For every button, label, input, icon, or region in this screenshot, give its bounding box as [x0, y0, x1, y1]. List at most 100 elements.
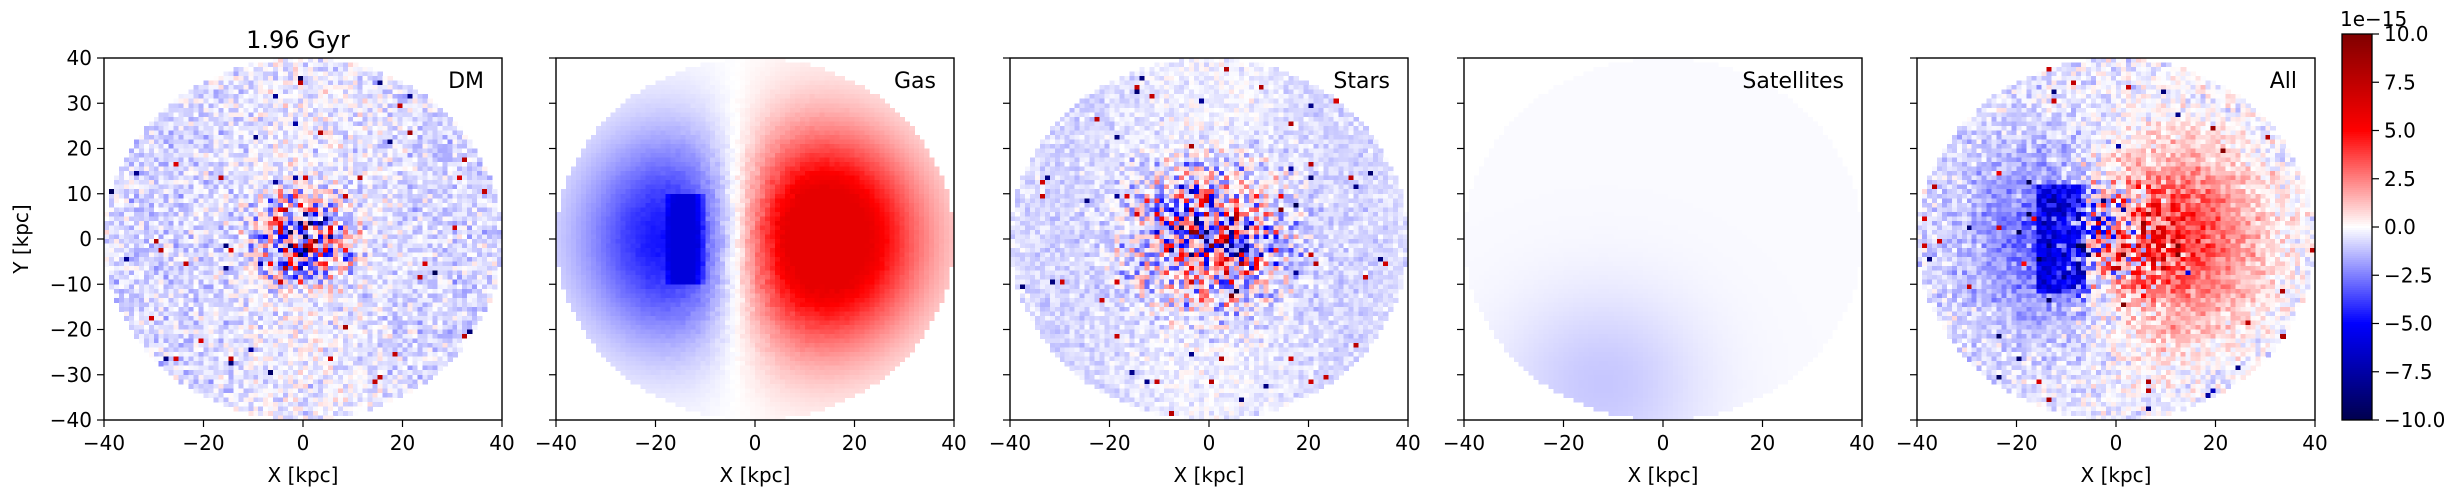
- heatmap-cell: [218, 311, 224, 317]
- heatmap-cell: [317, 229, 324, 236]
- heatmap-cell: [153, 248, 160, 254]
- heatmap-cell: [372, 401, 379, 408]
- heatmap-cell: [298, 67, 304, 73]
- heatmap-cell: [367, 311, 374, 317]
- heatmap-cell: [238, 406, 244, 412]
- heatmap-cell: [298, 356, 304, 362]
- heatmap-cell: [352, 324, 359, 331]
- heatmap-cell: [163, 225, 170, 231]
- heatmap-cell: [198, 365, 205, 371]
- heatmap-cell: [198, 198, 205, 204]
- heatmap-cell: [337, 166, 344, 172]
- heatmap-cell: [337, 329, 344, 335]
- heatmap-cell: [482, 207, 488, 213]
- heatmap-cell: [188, 171, 195, 177]
- heatmap-cell: [283, 279, 289, 285]
- heatmap-cell: [362, 320, 369, 326]
- heatmap-cell: [148, 134, 155, 141]
- heatmap-cell: [208, 383, 215, 389]
- heatmap-cell: [367, 67, 374, 73]
- heatmap-cell: [178, 143, 185, 150]
- heatmap-cell: [133, 229, 140, 236]
- heatmap-cell: [273, 293, 279, 299]
- heatmap-cell: [367, 239, 374, 245]
- heatmap-cell: [407, 175, 414, 181]
- heatmap-cell: [412, 243, 419, 249]
- heatmap-cell: [347, 211, 354, 217]
- heatmap-cell: [402, 103, 409, 109]
- heatmap-cell: [392, 257, 399, 263]
- heatmap-cell: [203, 293, 210, 299]
- heatmap-cell: [382, 112, 389, 118]
- heatmap-cell: [447, 184, 453, 190]
- heatmap-cell: [113, 198, 120, 204]
- heatmap-cell: [337, 266, 344, 272]
- heatmap-cell: [397, 134, 404, 141]
- heatmap-cell: [347, 243, 354, 249]
- heatmap-cell: [148, 329, 155, 335]
- heatmap-cell: [268, 121, 274, 127]
- heatmap-cell: [178, 107, 185, 113]
- heatmap-cell: [198, 85, 205, 91]
- heatmap-cell: [193, 383, 200, 389]
- heatmap-cell: [477, 234, 483, 240]
- heatmap-cell: [357, 334, 364, 340]
- heatmap-cell: [188, 103, 195, 109]
- heatmap-cell: [387, 89, 394, 95]
- heatmap-cell: [218, 125, 224, 132]
- heatmap-cell: [387, 365, 394, 371]
- heatmap-cell: [352, 261, 359, 267]
- heatmap-cell: [447, 306, 453, 313]
- heatmap-cell: [457, 211, 463, 217]
- heatmap-cell: [377, 329, 384, 335]
- heatmap-cell: [312, 153, 319, 159]
- heatmap-cell: [128, 198, 135, 204]
- heatmap-cell: [442, 270, 448, 276]
- heatmap-cell: [342, 239, 349, 245]
- heatmap-cell: [402, 98, 409, 104]
- heatmap-cell: [248, 334, 254, 340]
- heatmap-cell: [487, 248, 493, 254]
- heatmap-cell: [427, 198, 433, 204]
- heatmap-cell: [188, 112, 195, 118]
- heatmap-cell: [258, 94, 264, 100]
- heatmap-cell: [108, 198, 115, 204]
- heatmap-cell: [407, 116, 414, 122]
- heatmap-cell: [208, 266, 215, 272]
- heatmap-cell: [307, 266, 314, 272]
- heatmap-cell: [477, 211, 483, 217]
- heatmap-cell: [228, 171, 234, 177]
- heatmap-cell: [273, 107, 279, 113]
- heatmap-cell: [422, 207, 428, 213]
- heatmap-cell: [273, 352, 279, 358]
- heatmap-cell: [278, 324, 284, 331]
- heatmap-cell: [417, 379, 423, 385]
- heatmap-cell: [228, 270, 234, 276]
- heatmap-cell: [248, 257, 254, 263]
- heatmap-cell: [208, 306, 215, 313]
- heatmap-cell: [188, 216, 195, 222]
- heatmap-cell: [407, 388, 414, 394]
- heatmap-cell: [233, 112, 239, 118]
- heatmap-cell: [138, 225, 145, 231]
- heatmap-cell: [283, 239, 289, 245]
- heatmap-cell: [367, 329, 374, 335]
- heatmap-cell: [342, 211, 349, 217]
- heatmap-cell: [193, 220, 200, 227]
- heatmap-cell: [188, 279, 195, 285]
- heatmap-cell: [397, 361, 404, 367]
- heatmap-cell: [357, 94, 364, 100]
- heatmap-cell: [228, 180, 234, 186]
- heatmap-cell: [128, 202, 135, 208]
- heatmap-cell: [268, 343, 274, 349]
- heatmap-cell: [293, 324, 299, 331]
- heatmap-cell: [128, 288, 135, 294]
- heatmap-cell: [462, 257, 468, 263]
- heatmap-cell: [342, 130, 349, 136]
- heatmap-cell: [278, 198, 284, 204]
- heatmap-cell: [293, 361, 299, 367]
- heatmap-cell: [372, 356, 379, 362]
- heatmap-cell: [288, 352, 294, 358]
- heatmap-cell: [208, 293, 215, 299]
- heatmap-cell: [392, 166, 399, 172]
